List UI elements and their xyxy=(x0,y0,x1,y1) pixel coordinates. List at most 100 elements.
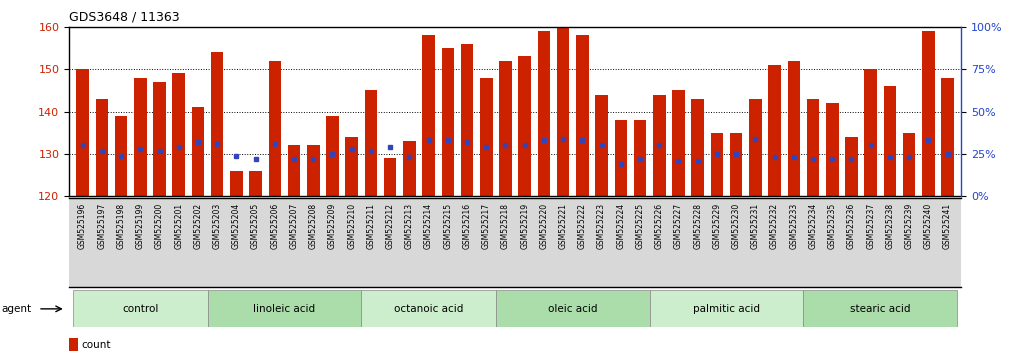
Bar xyxy=(422,35,435,196)
Text: GSM525236: GSM525236 xyxy=(847,202,856,249)
Bar xyxy=(922,31,935,196)
Bar xyxy=(441,48,454,196)
Bar xyxy=(595,95,608,196)
Bar xyxy=(557,27,570,196)
Bar xyxy=(653,95,665,196)
Bar xyxy=(614,120,627,196)
Text: GSM525233: GSM525233 xyxy=(789,202,798,249)
Text: GSM525202: GSM525202 xyxy=(193,202,202,249)
Bar xyxy=(96,99,108,196)
Bar xyxy=(519,56,531,196)
Text: GSM525221: GSM525221 xyxy=(558,202,567,249)
Bar xyxy=(173,73,185,196)
Bar xyxy=(826,103,839,196)
Text: GSM525209: GSM525209 xyxy=(328,202,337,249)
Bar xyxy=(134,78,146,196)
Text: GSM525230: GSM525230 xyxy=(731,202,740,249)
Bar xyxy=(365,90,377,196)
Text: GSM525204: GSM525204 xyxy=(232,202,241,249)
Bar xyxy=(230,171,243,196)
Text: GSM525219: GSM525219 xyxy=(521,202,529,249)
Bar xyxy=(538,31,550,196)
Bar xyxy=(211,52,224,196)
Bar xyxy=(115,116,127,196)
Bar xyxy=(154,82,166,196)
Text: GSM525229: GSM525229 xyxy=(713,202,721,249)
Text: GSM525213: GSM525213 xyxy=(405,202,414,249)
Bar xyxy=(461,44,473,196)
FancyBboxPatch shape xyxy=(496,290,650,327)
Text: GSM525224: GSM525224 xyxy=(616,202,625,249)
Text: GSM525234: GSM525234 xyxy=(809,202,818,249)
Bar xyxy=(884,86,896,196)
Text: GSM525198: GSM525198 xyxy=(117,202,125,249)
Bar xyxy=(942,78,954,196)
FancyBboxPatch shape xyxy=(803,290,957,327)
Text: GSM525240: GSM525240 xyxy=(923,202,933,249)
Text: GSM525231: GSM525231 xyxy=(751,202,760,249)
Bar xyxy=(692,99,704,196)
Text: GSM525227: GSM525227 xyxy=(674,202,683,249)
Text: GSM525212: GSM525212 xyxy=(385,202,395,249)
Text: GSM525226: GSM525226 xyxy=(655,202,664,249)
Text: GSM525203: GSM525203 xyxy=(213,202,222,249)
Text: agent: agent xyxy=(1,304,32,314)
FancyBboxPatch shape xyxy=(361,290,496,327)
Bar xyxy=(903,133,915,196)
Text: count: count xyxy=(81,339,111,350)
Text: GSM525200: GSM525200 xyxy=(155,202,164,249)
Bar xyxy=(480,78,492,196)
Bar xyxy=(672,90,684,196)
Text: GSM525238: GSM525238 xyxy=(886,202,894,249)
Bar xyxy=(191,107,204,196)
Bar xyxy=(288,145,300,196)
Bar xyxy=(403,141,416,196)
Text: GSM525197: GSM525197 xyxy=(98,202,107,249)
Bar xyxy=(326,116,339,196)
Bar xyxy=(76,69,88,196)
Bar xyxy=(634,120,646,196)
Text: GSM525208: GSM525208 xyxy=(309,202,317,249)
Text: GSM525217: GSM525217 xyxy=(482,202,491,249)
Text: GSM525210: GSM525210 xyxy=(347,202,356,249)
Text: GSM525222: GSM525222 xyxy=(578,202,587,249)
Bar xyxy=(307,145,319,196)
Bar xyxy=(346,137,358,196)
Bar xyxy=(845,137,857,196)
Text: GSM525228: GSM525228 xyxy=(694,202,702,249)
Text: GSM525201: GSM525201 xyxy=(174,202,183,249)
Text: GSM525239: GSM525239 xyxy=(905,202,913,249)
Text: GSM525206: GSM525206 xyxy=(271,202,280,249)
Text: GSM525199: GSM525199 xyxy=(136,202,144,249)
Text: palmitic acid: palmitic acid xyxy=(693,304,760,314)
Bar xyxy=(499,61,512,196)
Text: GSM525237: GSM525237 xyxy=(866,202,876,249)
Text: GSM525225: GSM525225 xyxy=(636,202,645,249)
Bar xyxy=(384,158,397,196)
Text: GSM525218: GSM525218 xyxy=(501,202,510,249)
Text: GSM525241: GSM525241 xyxy=(943,202,952,249)
Bar xyxy=(750,99,762,196)
Bar xyxy=(864,69,877,196)
FancyBboxPatch shape xyxy=(207,290,361,327)
Text: GSM525207: GSM525207 xyxy=(290,202,299,249)
Text: linoleic acid: linoleic acid xyxy=(253,304,315,314)
Text: GSM525220: GSM525220 xyxy=(539,202,548,249)
Bar xyxy=(577,35,589,196)
Bar xyxy=(806,99,820,196)
Text: GSM525235: GSM525235 xyxy=(828,202,837,249)
Text: GSM525214: GSM525214 xyxy=(424,202,433,249)
Text: control: control xyxy=(122,304,159,314)
FancyBboxPatch shape xyxy=(650,290,803,327)
Bar xyxy=(69,338,78,351)
Text: octanoic acid: octanoic acid xyxy=(394,304,464,314)
Text: stearic acid: stearic acid xyxy=(850,304,910,314)
Text: GSM525211: GSM525211 xyxy=(366,202,375,249)
Text: GSM525196: GSM525196 xyxy=(78,202,87,249)
Bar xyxy=(711,133,723,196)
Text: oleic acid: oleic acid xyxy=(548,304,598,314)
Bar xyxy=(769,65,781,196)
Text: GSM525232: GSM525232 xyxy=(770,202,779,249)
Text: GSM525216: GSM525216 xyxy=(463,202,472,249)
Bar xyxy=(787,61,800,196)
